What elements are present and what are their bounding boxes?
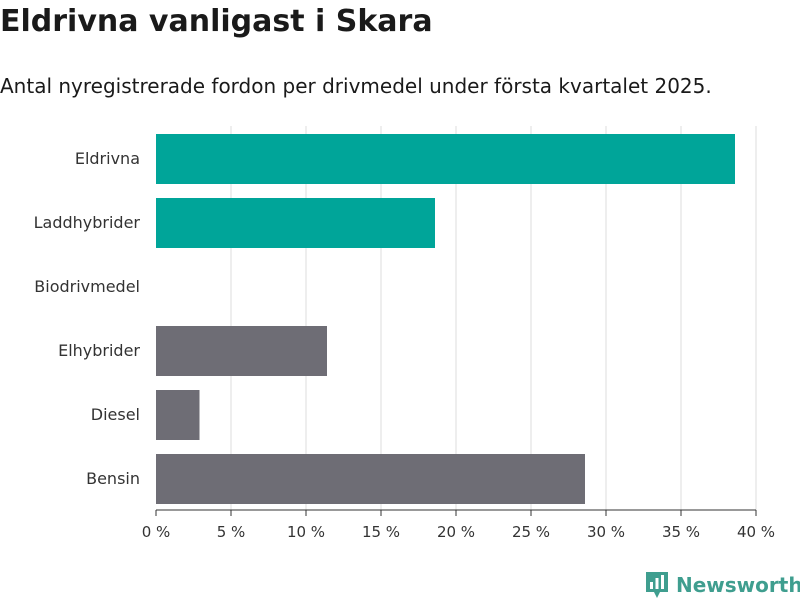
- category-label: Elhybrider: [58, 341, 140, 360]
- x-tick-label: 20 %: [437, 523, 475, 541]
- category-label: Bensin: [86, 469, 140, 488]
- chart-title: Eldrivna vanligast i Skara: [0, 4, 433, 39]
- x-tick-label: 25 %: [512, 523, 550, 541]
- category-label: Diesel: [91, 405, 140, 424]
- bar: [156, 326, 327, 376]
- bar: [156, 390, 200, 440]
- newsworthy-logo-icon: [646, 572, 668, 598]
- bar: [156, 454, 585, 504]
- category-label: Biodrivmedel: [34, 277, 140, 296]
- newsworthy-logo: Newsworthy: [644, 570, 800, 600]
- chart-subtitle: Antal nyregistrerade fordon per drivmede…: [0, 74, 712, 98]
- x-tick-label: 0 %: [142, 523, 171, 541]
- bar: [156, 134, 735, 184]
- category-label: Eldrivna: [75, 149, 140, 168]
- x-tick-label: 30 %: [587, 523, 625, 541]
- x-tick-label: 5 %: [217, 523, 246, 541]
- newsworthy-logo-text: Newsworthy: [676, 573, 800, 597]
- category-label: Laddhybrider: [34, 213, 141, 232]
- x-tick-label: 40 %: [737, 523, 775, 541]
- x-tick-label: 10 %: [287, 523, 325, 541]
- x-tick-label: 15 %: [362, 523, 400, 541]
- x-tick-label: 35 %: [662, 523, 700, 541]
- bar: [156, 198, 435, 248]
